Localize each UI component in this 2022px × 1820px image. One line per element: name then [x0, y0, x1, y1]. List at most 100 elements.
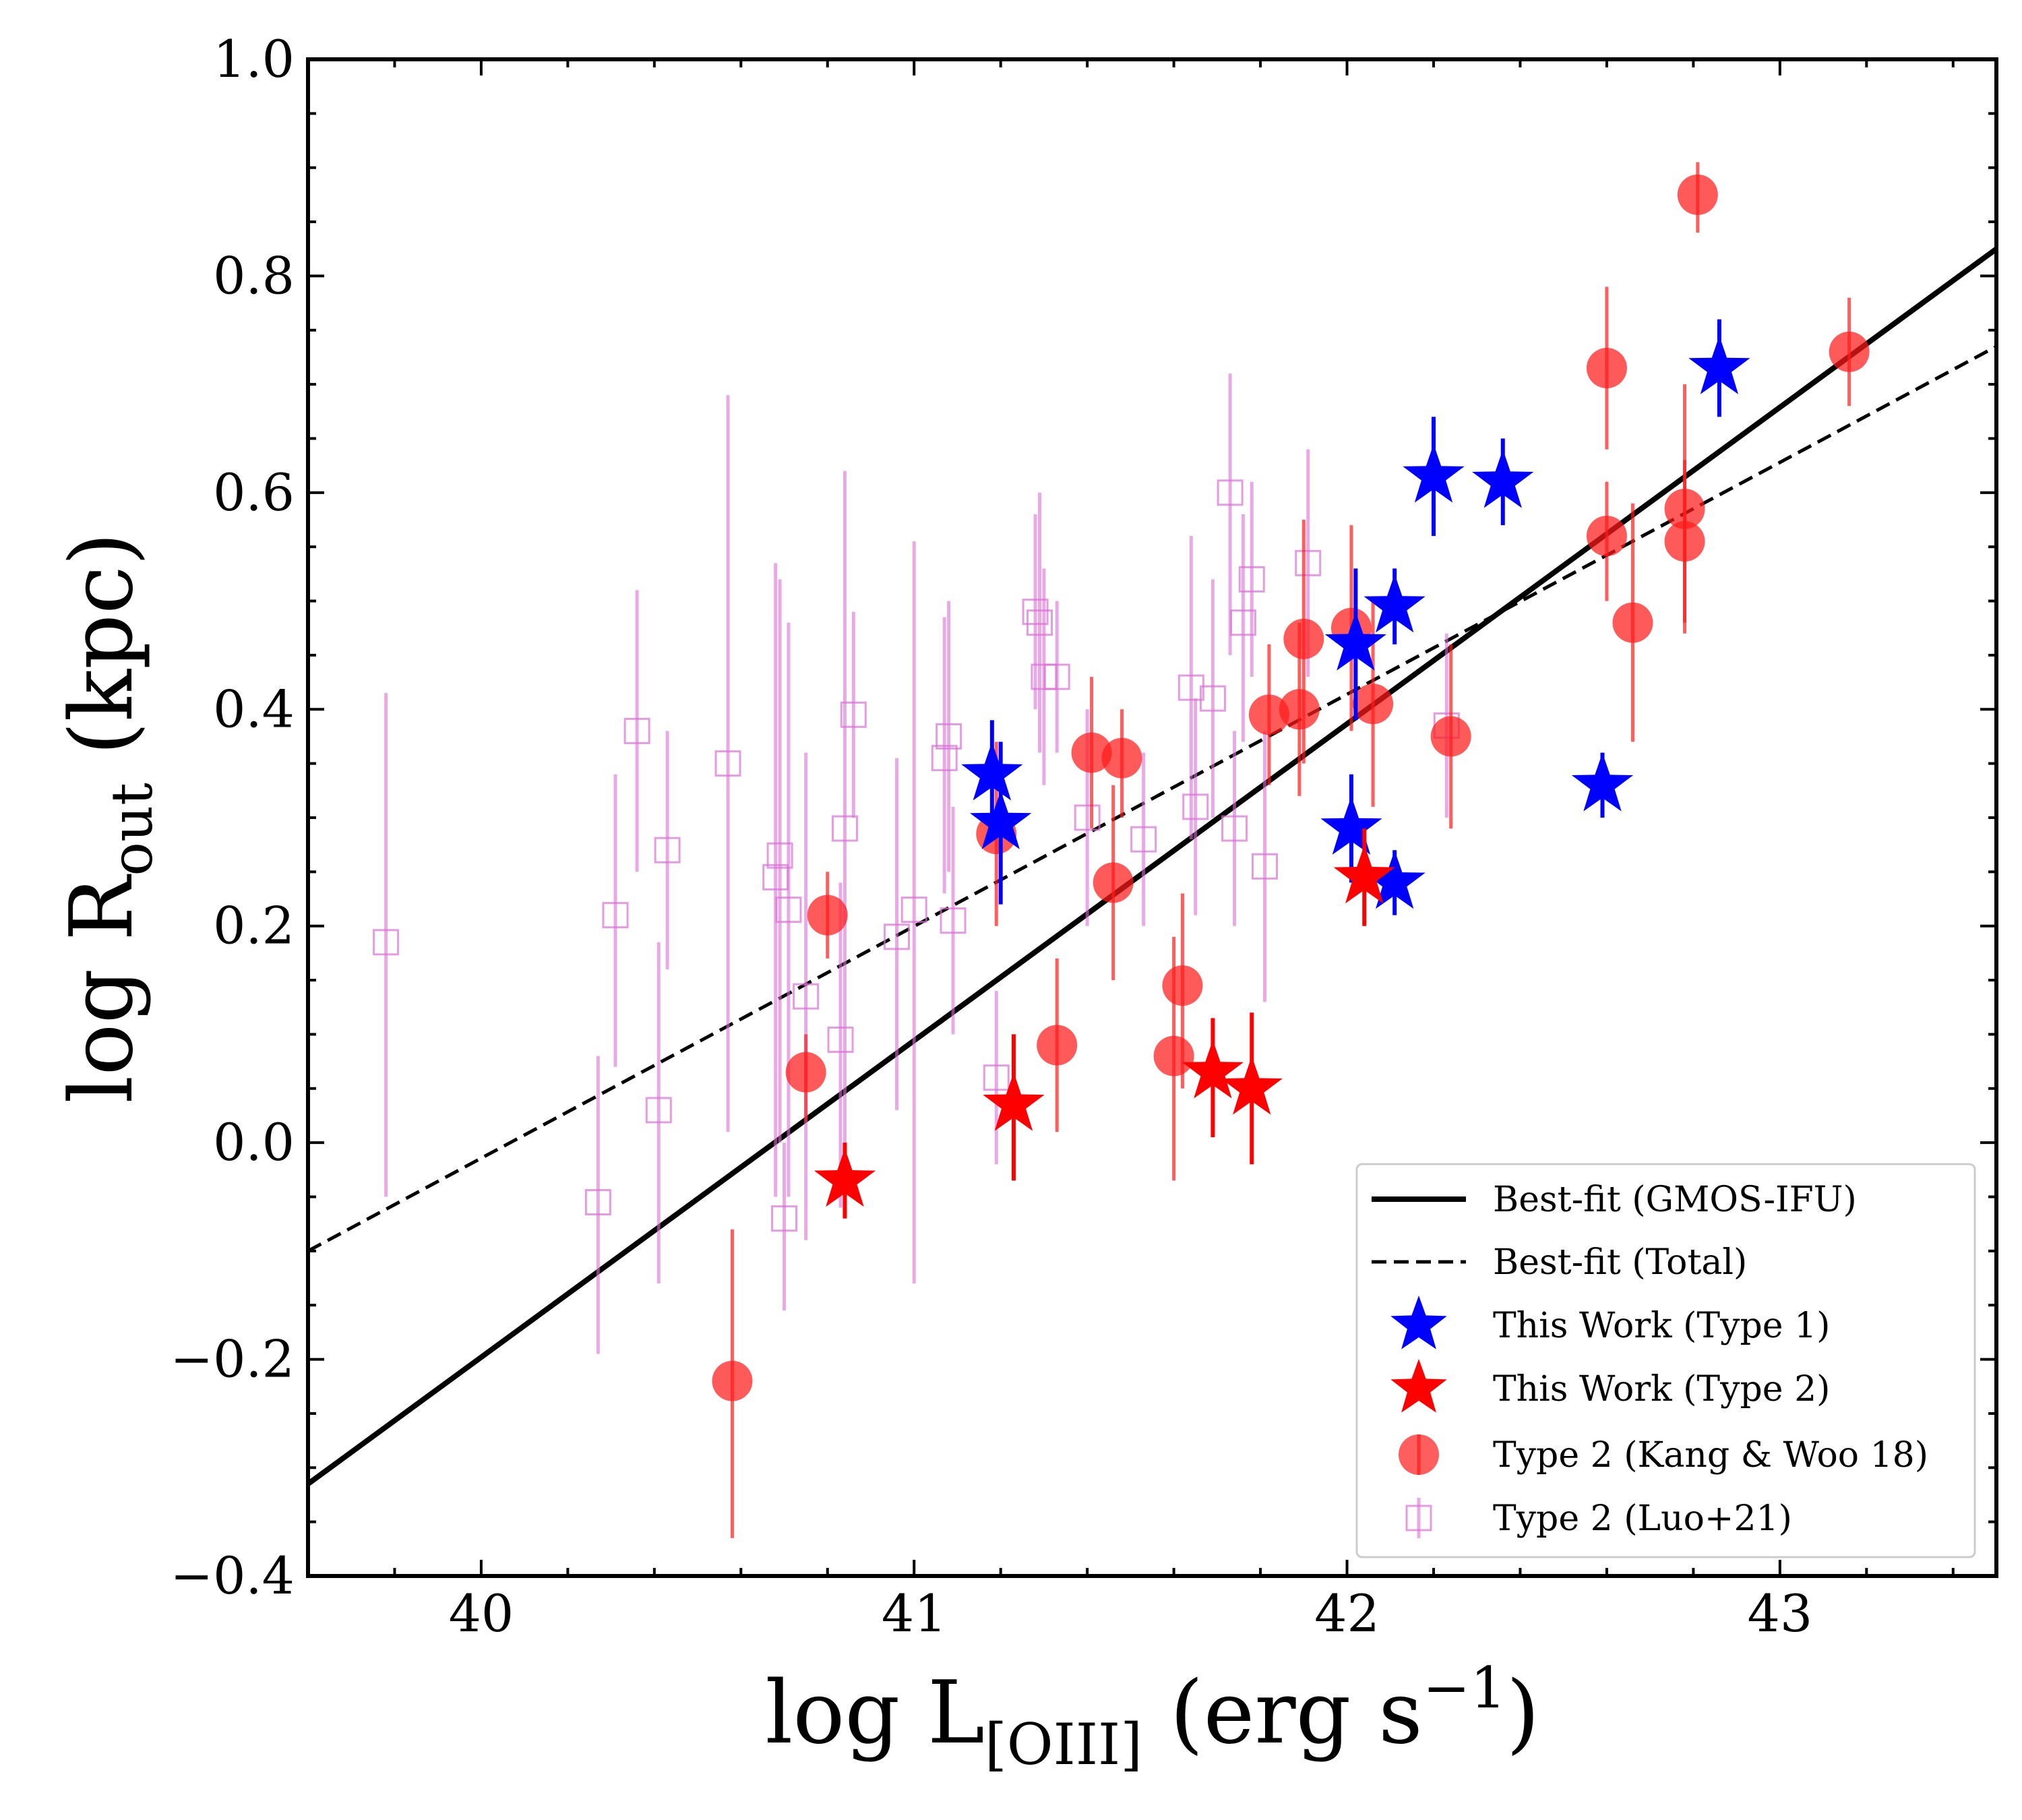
kang-woo-point — [785, 1052, 826, 1093]
this-work-type1-star — [1571, 752, 1634, 812]
luo-point — [940, 907, 967, 934]
luo-point — [771, 1205, 798, 1232]
axis-ticks — [307, 58, 1996, 1577]
this-work-type1-star — [970, 791, 1032, 849]
luo-point — [623, 717, 650, 744]
legend-label-this-work-type2: This Work (Type 2) — [1493, 1369, 1830, 1409]
kang-woo-point — [712, 1360, 753, 1401]
this-work-type1-star — [1364, 850, 1426, 909]
y-tick-labels: −0.4 −0.2 0.0 0.2 0.4 0.6 0.8 1.0 — [170, 29, 295, 1606]
kang-woo-point — [1586, 516, 1627, 557]
this-work-type2-star — [983, 1072, 1045, 1131]
kang-woo-point — [1279, 689, 1320, 730]
luo-point — [373, 929, 400, 956]
kang-woo-point — [1677, 174, 1718, 215]
x-tick-label: 41 — [882, 1583, 947, 1643]
series-star-0000ff — [961, 319, 1750, 915]
x-tick-label: 42 — [1314, 1583, 1380, 1643]
x-axis-title-superscript: −1 — [1423, 1655, 1506, 1721]
luo-point — [766, 842, 793, 869]
legend-red-star-icon — [1390, 1359, 1447, 1413]
luo-point — [1221, 815, 1248, 842]
luo-point — [884, 923, 911, 950]
luo-point — [793, 983, 820, 1010]
kang-woo-point — [1162, 965, 1203, 1006]
x-tick-labels: 40 41 42 43 — [449, 1583, 1813, 1643]
luo-point — [1043, 663, 1070, 690]
fit-lines — [308, 247, 1996, 1486]
kang-woo-point — [1037, 1025, 1078, 1066]
legend-blue-star-icon — [1390, 1296, 1447, 1349]
luo-point — [1295, 549, 1322, 576]
luo-point — [1229, 609, 1256, 636]
this-work-type1-star — [1688, 336, 1750, 394]
legend-red-circle-icon — [1399, 1434, 1439, 1475]
luo-point — [714, 750, 741, 777]
x-axis-title: log L[OIII] (erg s−1) — [765, 1655, 1539, 1778]
y-tick-label: 1.0 — [213, 29, 295, 89]
kang-woo-point — [1283, 618, 1324, 659]
luo-point — [1199, 685, 1226, 712]
luo-point — [1074, 804, 1101, 831]
kang-woo-point — [1664, 521, 1705, 562]
luo-point — [1130, 826, 1157, 853]
y-tick-label: −0.2 — [170, 1329, 295, 1389]
luo-point — [775, 897, 802, 923]
y-tick-label: 0.8 — [213, 245, 295, 305]
legend-label-this-work-type1: This Work (Type 1) — [1493, 1306, 1830, 1346]
this-work-type1-star — [1364, 574, 1426, 633]
fit-line-gmos-ifu — [308, 247, 1996, 1486]
series-star-ff0000 — [814, 828, 1395, 1219]
luo-point — [1027, 609, 1053, 636]
luo-point — [931, 745, 958, 772]
legend-label-best-fit-gmos: Best-fit (GMOS-IFU) — [1493, 1180, 1857, 1220]
kang-woo-point — [807, 894, 848, 936]
x-tick-label: 40 — [449, 1583, 514, 1643]
kang-woo-point — [1612, 602, 1653, 643]
luo-point — [831, 815, 858, 842]
x-axis-title-close: ) — [1506, 1663, 1540, 1763]
legend-magenta-square-icon — [1405, 1505, 1432, 1531]
this-work-type2-star — [1221, 1056, 1283, 1115]
luo-point — [1177, 674, 1204, 701]
luo-point — [584, 1189, 611, 1216]
this-work-type1-star — [961, 741, 1023, 801]
this-work-type2-star — [814, 1148, 876, 1207]
data-points — [373, 162, 1870, 1538]
luo-point — [936, 723, 962, 750]
legend: Best-fit (GMOS-IFU) Best-fit (Total) Thi… — [1355, 1163, 1976, 1558]
legend-label-best-fit-total: Best-fit (Total) — [1493, 1242, 1747, 1283]
y-tick-label: 0.0 — [213, 1112, 295, 1172]
kang-woo-point — [1153, 1035, 1194, 1076]
luo-point — [1238, 566, 1265, 593]
luo-point — [654, 837, 681, 863]
luo-point — [827, 1026, 854, 1053]
luo-point — [602, 902, 629, 929]
y-tick-label: 0.4 — [213, 679, 295, 739]
kang-woo-point — [1071, 732, 1112, 773]
y-axis-title: log Rout (kpc) — [52, 532, 165, 1103]
luo-point — [840, 701, 867, 728]
luo-point — [1252, 853, 1278, 880]
kang-woo-point — [1093, 862, 1134, 903]
this-work-type1-star — [1403, 444, 1465, 503]
this-work-type2-star — [1333, 845, 1395, 904]
y-tick-label: 0.6 — [213, 462, 295, 522]
luo-point — [645, 1097, 672, 1124]
kang-woo-point — [1829, 331, 1870, 372]
y-tick-label: 0.2 — [213, 896, 295, 956]
this-work-type2-star — [1182, 1039, 1244, 1099]
luo-point — [983, 1064, 1010, 1091]
fit-line-total — [308, 344, 1996, 1253]
luo-point — [1022, 599, 1049, 626]
y-axis-title-main: log R — [52, 874, 152, 1103]
luo-point — [1217, 479, 1244, 506]
luo-point — [1182, 793, 1209, 820]
this-work-type1-star — [1320, 796, 1382, 855]
x-axis-title-unit: (erg s — [1142, 1663, 1423, 1763]
kang-woo-point — [1248, 694, 1289, 735]
series-square-da70d6 — [373, 373, 1460, 1354]
x-axis-title-subscript: [OIII] — [985, 1711, 1142, 1778]
legend-label-luo: Type 2 (Luo+21) — [1493, 1498, 1792, 1539]
